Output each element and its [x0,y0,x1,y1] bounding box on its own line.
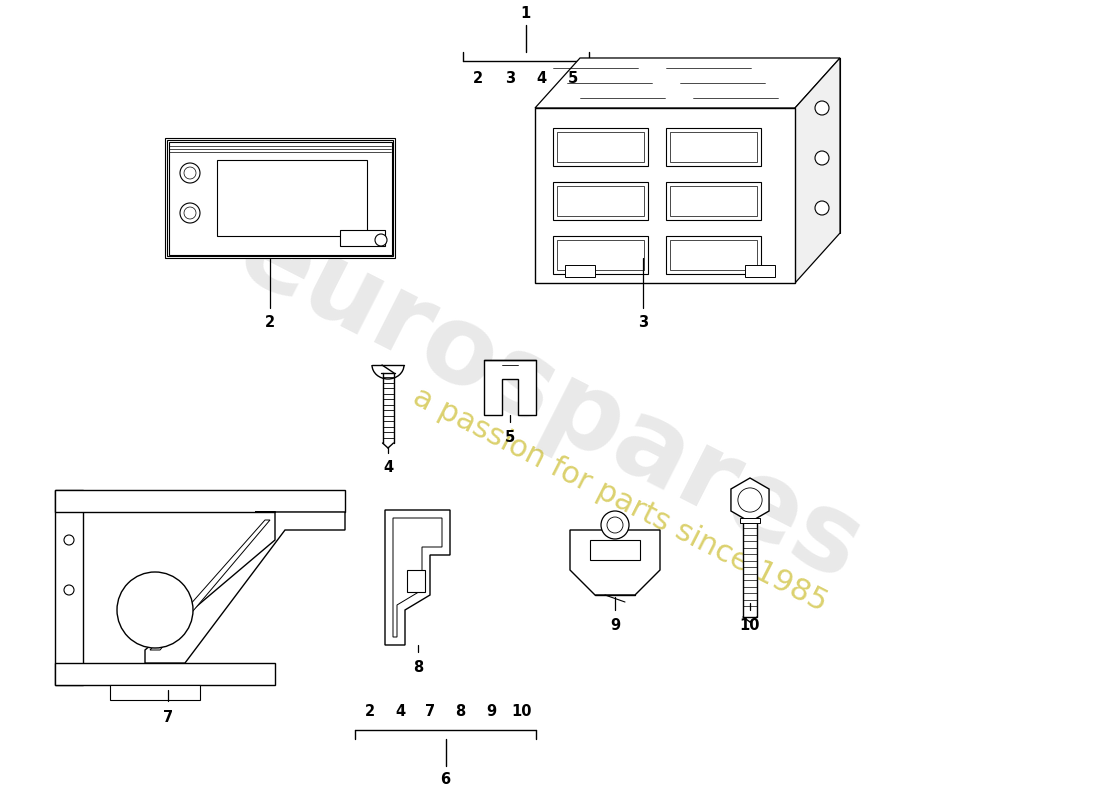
Polygon shape [55,663,275,685]
Text: 7: 7 [163,710,173,725]
Bar [745,265,776,277]
Polygon shape [570,530,660,595]
Bar [340,230,385,246]
Text: 7: 7 [426,704,436,719]
Bar [565,265,595,277]
Circle shape [815,101,829,115]
Bar [553,182,648,220]
Polygon shape [393,518,442,637]
Polygon shape [795,58,840,283]
Text: a passion for parts since 1985: a passion for parts since 1985 [408,382,832,618]
Text: 6: 6 [440,771,451,786]
Circle shape [184,207,196,219]
Bar [557,240,644,270]
Text: 8: 8 [455,704,465,719]
Circle shape [815,151,829,165]
Text: 9: 9 [486,704,496,719]
Bar [407,570,425,592]
Text: 4: 4 [383,460,393,475]
Circle shape [117,572,192,648]
Text: 8: 8 [412,660,424,675]
Circle shape [601,511,629,539]
Circle shape [184,167,196,179]
Text: 1: 1 [520,6,531,21]
Polygon shape [145,512,345,663]
Bar [167,140,393,256]
Polygon shape [150,520,270,650]
Polygon shape [110,685,200,700]
Text: 10: 10 [510,704,531,719]
Bar [165,138,395,258]
Bar [553,128,648,166]
Circle shape [180,203,200,223]
Text: 3: 3 [505,71,515,86]
Bar [670,240,757,270]
Polygon shape [730,478,769,522]
Text: 3: 3 [638,315,648,330]
Text: 10: 10 [739,618,760,633]
Text: 4: 4 [395,704,405,719]
Polygon shape [55,490,345,512]
Polygon shape [55,490,82,685]
Bar [670,186,757,216]
Bar [670,132,757,162]
Circle shape [64,585,74,595]
Bar [740,518,760,523]
Circle shape [815,201,829,215]
Bar [553,236,648,274]
Text: 5: 5 [505,430,515,445]
Polygon shape [484,360,536,415]
Circle shape [738,488,762,512]
Text: eurospares: eurospares [221,197,879,603]
Text: 5: 5 [568,71,579,86]
Polygon shape [385,510,450,645]
Bar [666,182,761,220]
Text: 2: 2 [265,315,275,330]
Bar [535,108,795,283]
Text: 2: 2 [365,704,375,719]
Polygon shape [535,58,840,108]
Circle shape [607,517,623,533]
Circle shape [64,535,74,545]
Bar [590,540,640,560]
Text: 4: 4 [537,71,547,86]
Bar [168,142,392,254]
Text: 2: 2 [473,71,483,86]
Bar [742,522,757,617]
Bar [666,236,761,274]
Bar [666,128,761,166]
Bar [217,160,367,236]
Bar [557,132,644,162]
Circle shape [375,234,387,246]
Bar [557,186,644,216]
Text: 9: 9 [609,618,620,633]
Circle shape [180,163,200,183]
